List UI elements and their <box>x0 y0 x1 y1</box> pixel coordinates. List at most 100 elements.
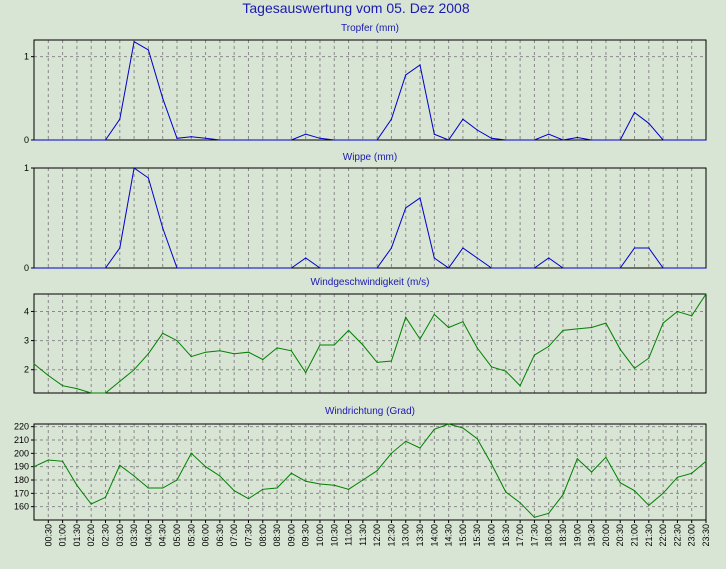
data-point <box>605 267 607 269</box>
data-point <box>47 139 49 141</box>
x-tick-label: 10:00 <box>315 524 325 547</box>
panel-title: Windgeschwindigkeit (m/s) <box>311 277 430 288</box>
data-point <box>490 267 493 269</box>
data-point <box>462 321 464 323</box>
y-tick-label: 1 <box>24 52 29 62</box>
data-point <box>591 326 593 329</box>
data-point <box>448 139 450 141</box>
data-point <box>333 344 335 346</box>
data-point <box>562 139 564 141</box>
data-point <box>347 139 350 141</box>
data-point <box>562 494 564 496</box>
data-point <box>247 267 250 269</box>
data-point <box>305 372 307 374</box>
y-tick-label: 0 <box>24 135 29 145</box>
data-point <box>319 483 321 485</box>
plot-area <box>34 424 706 520</box>
data-point <box>376 361 378 364</box>
data-point <box>262 358 264 361</box>
data-point <box>305 257 307 259</box>
data-point <box>247 351 250 353</box>
data-point <box>162 97 164 99</box>
data-point <box>319 267 321 269</box>
data-point <box>190 452 192 454</box>
series-line <box>34 167 706 269</box>
data-point <box>476 438 478 440</box>
data-point <box>33 466 35 468</box>
data-point <box>61 385 64 387</box>
data-point <box>47 267 49 269</box>
data-point <box>147 49 149 51</box>
x-tick-label: 07:00 <box>229 524 239 547</box>
data-point <box>247 498 250 500</box>
data-point <box>76 267 78 269</box>
y-tick-label: 4 <box>24 306 29 316</box>
data-point <box>104 392 107 394</box>
data-point <box>462 247 464 249</box>
data-point <box>433 133 435 135</box>
x-tick-label: 12:30 <box>386 524 396 547</box>
data-point <box>190 136 192 138</box>
data-point <box>562 267 564 269</box>
x-tick-label: 17:30 <box>529 524 539 547</box>
data-point <box>233 490 235 492</box>
data-point <box>619 139 621 141</box>
main-title: Tagesauswertung vom 05. Dez 2008 <box>242 0 469 16</box>
data-point <box>662 492 664 494</box>
y-tick-label: 0 <box>24 263 29 273</box>
data-point <box>519 267 521 269</box>
data-point <box>147 487 149 489</box>
plot-area <box>34 40 706 140</box>
data-point <box>548 512 550 514</box>
data-point <box>490 463 493 465</box>
data-point <box>90 392 92 394</box>
x-tick-label: 06:00 <box>201 524 211 547</box>
data-point <box>419 447 421 449</box>
x-tick-label: 01:00 <box>58 524 68 547</box>
x-tick-label: 09:30 <box>301 524 311 547</box>
data-point <box>533 139 536 141</box>
data-point <box>190 267 192 269</box>
y-tick-label: 1 <box>24 163 29 173</box>
y-tick-label: 200 <box>14 448 29 458</box>
x-tick-label: 22:30 <box>672 524 682 547</box>
data-point <box>61 139 64 141</box>
plot-area <box>34 168 706 268</box>
data-point <box>47 459 49 461</box>
data-point <box>405 207 407 209</box>
data-point <box>290 267 292 269</box>
x-tick-label: 16:00 <box>487 524 497 547</box>
data-point <box>705 460 707 462</box>
data-point <box>533 354 536 356</box>
x-tick-label: 18:30 <box>558 524 568 547</box>
data-point <box>204 267 207 269</box>
data-point <box>476 257 478 259</box>
data-point <box>705 139 707 141</box>
data-point <box>390 247 393 249</box>
x-tick-label: 14:30 <box>444 524 454 547</box>
x-tick-label: 19:30 <box>587 524 597 547</box>
x-tick-label: 05:30 <box>186 524 196 547</box>
data-point <box>333 267 335 269</box>
data-point <box>276 347 278 349</box>
data-point <box>591 139 593 141</box>
data-point <box>533 267 536 269</box>
data-point <box>204 351 207 353</box>
data-point <box>605 322 607 324</box>
panel-title: Windrichtung (Grad) <box>325 406 415 417</box>
data-point <box>33 139 35 141</box>
data-point <box>476 129 478 131</box>
data-point <box>90 267 92 269</box>
data-point <box>347 329 350 331</box>
data-point <box>448 267 450 269</box>
data-point <box>362 344 364 346</box>
data-point <box>548 133 550 135</box>
data-point <box>490 137 493 139</box>
data-point <box>633 490 636 492</box>
x-tick-label: 20:30 <box>615 524 625 547</box>
data-point <box>133 475 135 477</box>
data-point <box>347 488 350 490</box>
data-point <box>376 470 378 472</box>
